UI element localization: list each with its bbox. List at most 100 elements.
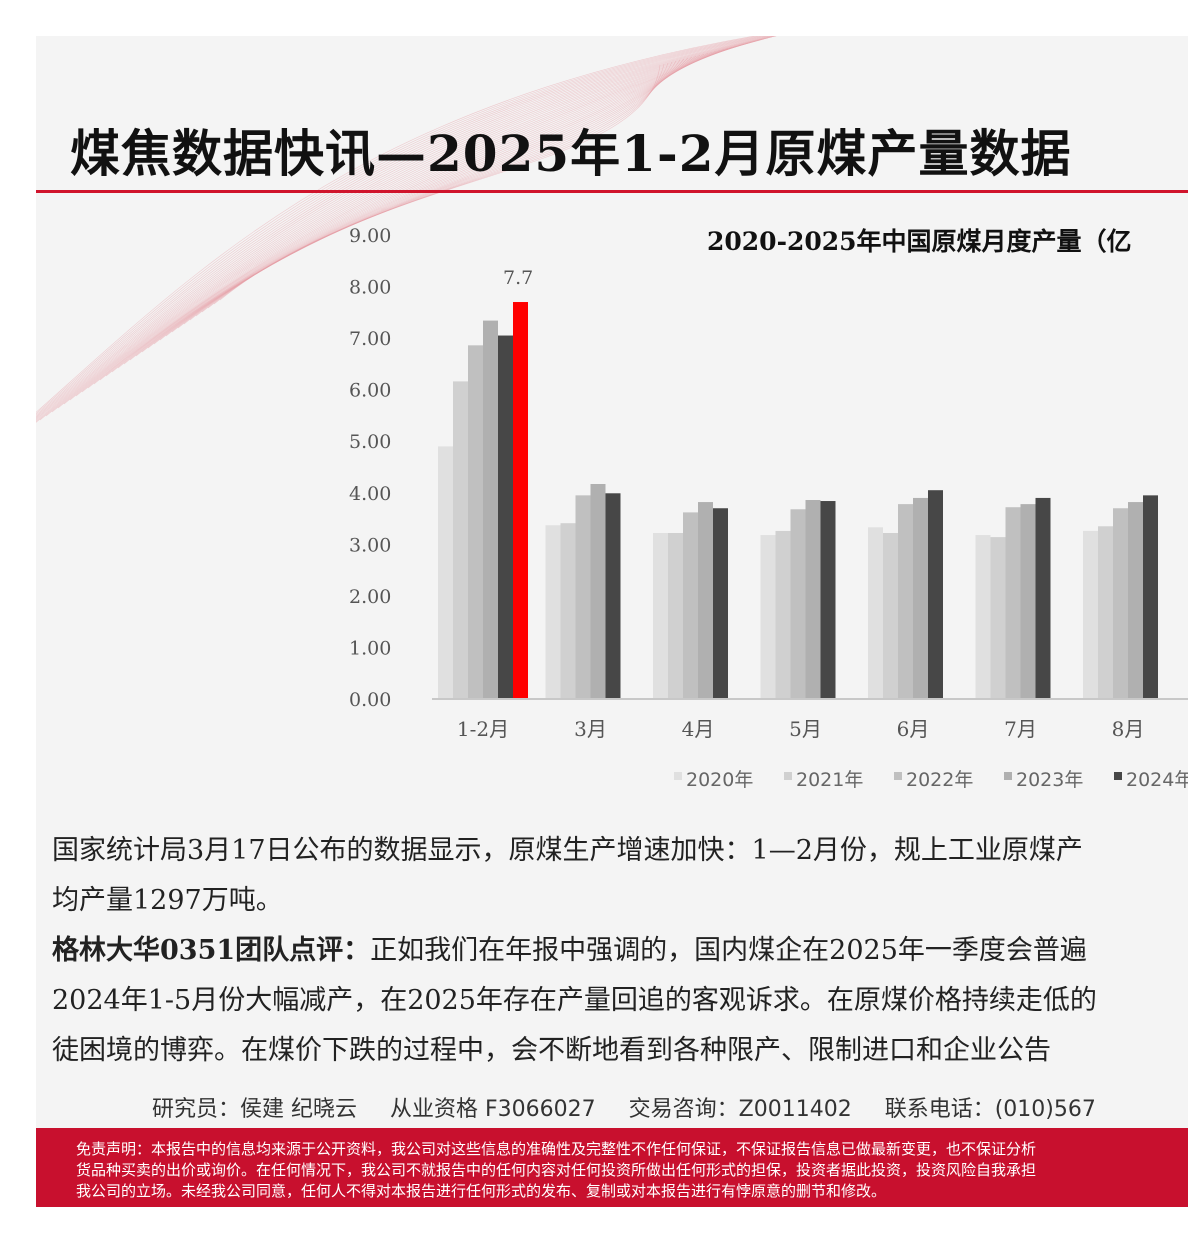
bar [1098,526,1113,699]
legend-swatch [1004,772,1012,780]
researcher-names: 研究员：侯建 纪晓云 [152,1097,357,1122]
bar [1083,530,1098,699]
y-tick-label: 0.00 [349,689,391,711]
y-tick-label: 2.00 [349,586,391,608]
y-tick-label: 9.00 [349,225,391,247]
title-divider [36,190,1188,193]
body-line-1: 国家统计局3月17日公布的数据显示，原煤生产增速加快：1—2月份，规上工业原煤产 [52,835,1083,866]
bar [1005,507,1021,699]
bar [668,532,683,699]
bar [468,345,483,699]
disclaimer-line-1: 免责声明：本报告中的信息均来源于公开资料，我公司对这些信息的准确性及完整性不作任… [76,1140,1037,1158]
legend-swatch [894,772,902,780]
legend-label: 2021年 [796,769,863,791]
bar [883,532,898,699]
body-line-3: 格林大华0351团队点评：正如我们在年报中强调的，国内煤企在2025年一季度会普… [52,928,1087,967]
y-tick-label: 7.00 [349,328,391,350]
bar [590,484,606,699]
bar [513,302,528,699]
phone: 联系电话：(010)567 [884,1097,1096,1122]
chart-title: 2020-2025年中国原煤月度产量（亿 [707,227,1132,256]
legend-label: 2020年 [686,769,753,791]
decorative-curve [36,36,757,413]
bar [605,493,621,699]
x-tick-label: 8月 [1112,717,1145,741]
y-tick-label: 4.00 [349,483,391,505]
bar [1020,504,1036,699]
bar [438,446,453,699]
bar [575,495,591,699]
body-line-2: 均产量1297万吨。 [52,885,283,916]
y-tick-label: 6.00 [349,380,391,402]
bar [760,535,776,699]
y-tick-label: 1.00 [349,637,391,659]
legend-label: 2023年 [1016,769,1083,791]
x-tick-label: 4月 [682,717,715,741]
trading-consult: 交易咨询：Z0011402 [628,1097,852,1122]
legend-label: 2024年 [1126,769,1188,791]
decorative-curve [36,36,772,420]
bar [898,504,913,699]
decorative-curve [57,37,769,409]
bar [1113,508,1128,699]
decorative-curve [105,45,737,377]
decorative-curve [111,46,733,373]
page-title: 煤焦数据快讯—2025年1-2月原煤产量数据 [70,124,1072,183]
decorative-curve [36,36,766,417]
data-label: 7.7 [503,267,533,289]
bar [820,501,836,699]
body-line-4: 2024年1-5月份大幅减产，在2025年存在产量回追的客观诉求。在原煤价格持续… [52,985,1097,1016]
decorative-lines [36,36,777,423]
decorative-curve [219,64,661,301]
comment-text: 正如我们在年报中强调的，国内煤企在2025年一季度会普遍 [370,935,1087,966]
bar [805,499,821,699]
comment-label: 格林大华0351团队点评： [52,935,371,966]
decorative-curve [36,36,774,421]
bar [483,320,498,699]
legend-swatch [784,772,792,780]
legend-label: 2022年 [906,769,973,791]
decorative-curve [39,36,777,421]
decorative-curve [36,36,775,422]
decorative-curve [129,49,721,361]
bar [498,335,513,699]
bar [653,532,668,699]
bar-chart: 2020-2025年中国原煤月度产量（亿 0.00 1.00 2.00 3.00 4.0… [349,225,1188,791]
bar [698,502,713,699]
decorative-curve [99,44,741,381]
bar [1128,502,1143,699]
x-tick-label: 5月 [789,717,822,741]
bar [775,530,791,699]
bar [1143,495,1158,699]
decorative-curve [117,47,729,369]
decorative-curve [36,36,760,415]
decorative-curve [45,36,777,417]
legend-swatch [1114,772,1122,780]
legend-swatch [674,772,682,780]
decorative-curve [135,50,717,357]
decorative-curve [36,36,777,423]
disclaimer-line-3: 我公司的立场。未经我公司同意，任何人不得对本报告进行任何形式的发布、复制或对本报… [76,1182,887,1200]
x-tick-label: 6月 [897,717,930,741]
bar [868,527,883,699]
decorative-curve [69,39,761,401]
y-tick-label: 8.00 [349,277,391,299]
decorative-curve [213,63,665,305]
bar [790,509,806,699]
bar [928,490,943,699]
decorative-curve [63,38,765,405]
y-tick-label: 5.00 [349,431,391,453]
bar [453,381,468,699]
decorative-curve [36,36,763,416]
decorative-curve [51,36,773,413]
researcher-info: 研究员：侯建 纪晓云 从业资格 F3066027 交易咨询：Z0011402 联… [152,1091,1122,1123]
x-tick-label: 1-2月 [457,717,509,741]
decorative-curve [36,36,769,419]
disclaimer-line-2: 货品种买卖的出价或询价。在任何情况下，我公司不就报告中的任何内容对任何投资所做出… [76,1161,1037,1179]
bar [545,525,561,699]
x-tick-label: 3月 [574,717,607,741]
bar [683,512,698,699]
qualification: 从业资格 F3066027 [390,1097,596,1122]
decorative-curve [141,51,713,353]
bar [913,497,928,699]
